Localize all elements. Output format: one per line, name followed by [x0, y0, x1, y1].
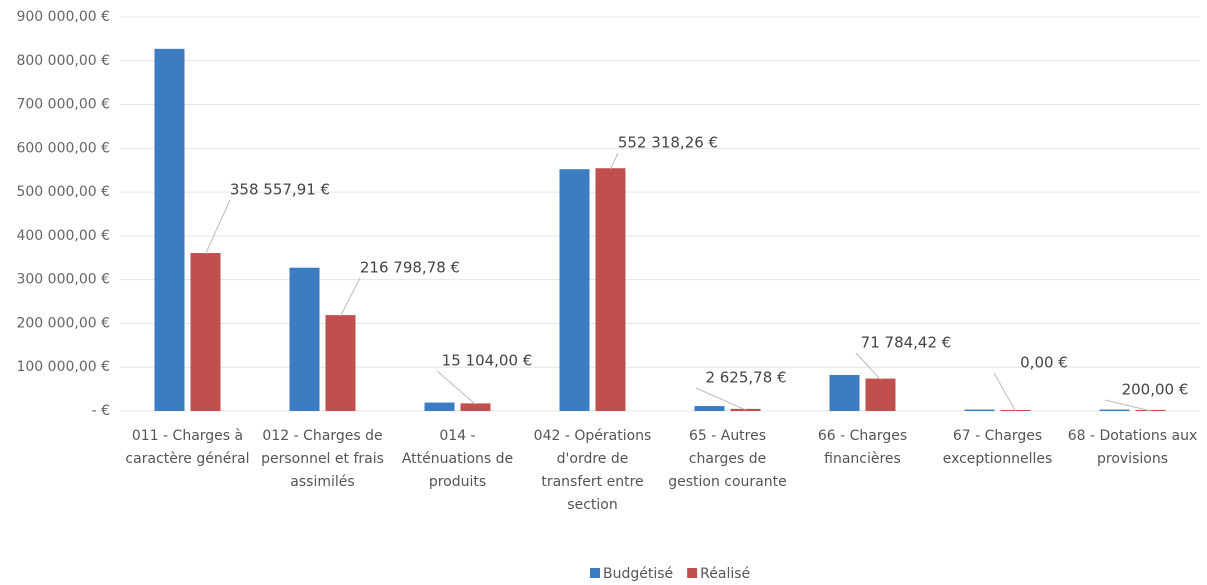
- bar: [325, 315, 356, 411]
- y-tick-label: 700 000,00 €: [16, 97, 110, 113]
- y-tick-label: - €: [92, 403, 110, 419]
- bar: [829, 374, 860, 411]
- data-label: 15 104,00 €: [442, 352, 533, 370]
- bar: [595, 168, 626, 411]
- x-tick-label: 011 - Charges à caractère général: [125, 428, 250, 467]
- bar: [154, 48, 185, 411]
- bar: [694, 406, 725, 411]
- leader-line: [1104, 399, 1151, 412]
- y-tick-label: 200 000,00 €: [16, 315, 110, 331]
- y-tick-label: 400 000,00 €: [16, 228, 110, 244]
- y-tick-label: 300 000,00 €: [16, 272, 110, 288]
- legend-swatch: [590, 568, 600, 578]
- leader-line: [610, 152, 619, 170]
- data-label: 2 625,78 €: [705, 369, 786, 387]
- x-tick-label: 68 - Dotations aux provisions: [1067, 428, 1198, 467]
- bar: [190, 253, 221, 411]
- data-label: 216 798,78 €: [360, 259, 460, 277]
- y-tick-label: 800 000,00 €: [16, 53, 110, 69]
- leader-line: [340, 277, 361, 317]
- leader-line: [855, 352, 881, 380]
- bar: [559, 169, 590, 411]
- x-tick-label: 014 - Atténuations de produits: [401, 428, 514, 490]
- x-tick-label: 66 - Charges financières: [817, 428, 908, 467]
- leader-line: [436, 370, 476, 405]
- data-label: 358 557,91 €: [230, 181, 330, 199]
- bar: [1099, 409, 1130, 411]
- legend-label: Budgétisé: [603, 566, 673, 582]
- bar: [964, 409, 995, 411]
- data-label: 552 318,26 €: [618, 134, 718, 152]
- bar: [730, 408, 761, 411]
- y-tick-label: 600 000,00 €: [16, 140, 110, 156]
- y-tick-label: 900 000,00 €: [16, 9, 110, 25]
- leader-line: [993, 372, 1016, 412]
- bar: [424, 402, 455, 411]
- x-tick-label: 65 - Autres charges de gestion courante: [668, 428, 787, 490]
- data-label: 71 784,42 €: [861, 334, 952, 352]
- legend-swatch: [687, 568, 698, 578]
- legend-label: Réalisé: [700, 566, 750, 582]
- x-tick-label: 012 - Charges de personnel et frais assi…: [261, 428, 384, 490]
- leader-line: [205, 199, 231, 255]
- leader-line: [695, 387, 746, 411]
- bar: [289, 267, 320, 411]
- y-tick-label: 500 000,00 €: [16, 184, 110, 200]
- bar: [865, 378, 896, 411]
- x-tick-label: 042 - Opérations d'ordre de transfert en…: [533, 428, 652, 513]
- data-label: 200,00 €: [1122, 381, 1189, 399]
- y-tick-label: 100 000,00 €: [16, 359, 110, 375]
- data-label: 0,00 €: [1020, 354, 1068, 372]
- x-tick-label: 67 - Charges exceptionnelles: [942, 428, 1053, 467]
- bar: [460, 403, 491, 411]
